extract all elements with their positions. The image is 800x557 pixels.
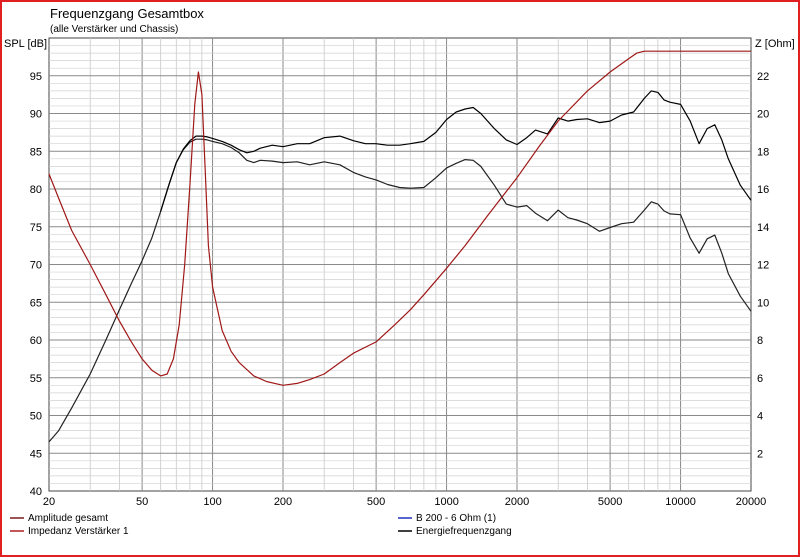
y-right-tick-label: 4 — [757, 411, 763, 423]
y-left-tick-label: 95 — [30, 71, 42, 83]
grid — [49, 38, 751, 491]
y-left-tick-label: 75 — [30, 222, 42, 234]
legend-entry: B 200 - 6 Ohm (1) — [416, 513, 496, 524]
y-left-tick-label: 40 — [30, 486, 42, 498]
legend-entry: Amplitude gesamt — [28, 513, 108, 524]
y-right-tick-label: 12 — [757, 260, 769, 272]
y-right-tick-label: 6 — [757, 373, 763, 385]
y-left-tick-label: 85 — [30, 146, 42, 158]
x-tick-label: 50 — [136, 496, 148, 508]
y-right-tick-label: 18 — [757, 146, 769, 158]
x-tick-label: 20 — [43, 496, 55, 508]
y-left-tick-labels: 40 45 50 55 60 65 70 75 80 85 90 95 — [30, 71, 42, 498]
chart-title: Frequenzgang Gesamtbox — [50, 6, 204, 21]
x-tick-label: 10000 — [665, 496, 696, 508]
legend: Amplitude gesamt Impedanz Verstärker 1 B 2… — [10, 513, 512, 537]
x-tick-labels: 20 50 100 200 500 1000 2000 5000 10000 20000 — [43, 496, 766, 508]
series-energiefrequenzgang — [160, 90, 752, 212]
y-left-tick-label: 70 — [30, 260, 42, 272]
y-right-tick-label: 22 — [757, 71, 769, 83]
y-left-tick-label: 50 — [30, 411, 42, 423]
y-right-tick-label: 20 — [757, 109, 769, 121]
y-left-tick-label: 90 — [30, 109, 42, 121]
x-tick-label: 1000 — [434, 496, 458, 508]
x-tick-label: 5000 — [598, 496, 622, 508]
y-left-axis-label: SPL [dB] — [4, 38, 47, 50]
series-lines — [48, 50, 752, 443]
legend-entry: Impedanz Verstärker 1 — [28, 526, 129, 537]
x-tick-label: 100 — [203, 496, 221, 508]
y-left-tick-label: 80 — [30, 184, 42, 196]
y-right-tick-labels: 2 4 6 8 10 12 14 16 18 20 22 — [757, 71, 769, 460]
y-left-tick-label: 60 — [30, 335, 42, 347]
y-right-tick-label: 16 — [757, 184, 769, 196]
y-left-tick-label: 55 — [30, 373, 42, 385]
y-left-tick-label: 65 — [30, 297, 42, 309]
series-impedanz-verst-rker-1 — [48, 50, 751, 386]
chart-subtitle: (alle Verstärker und Chassis) — [50, 24, 179, 35]
y-right-axis-label: Z [Ohm] — [755, 38, 795, 50]
x-tick-label: 500 — [367, 496, 385, 508]
y-left-tick-label: 45 — [30, 448, 42, 460]
x-tick-label: 200 — [274, 496, 292, 508]
x-tick-label: 20000 — [736, 496, 767, 508]
y-right-tick-label: 10 — [757, 297, 769, 309]
y-right-tick-label: 8 — [757, 335, 763, 347]
x-tick-label: 2000 — [505, 496, 529, 508]
y-right-tick-label: 2 — [757, 448, 763, 460]
y-right-tick-label: 14 — [757, 222, 769, 234]
legend-entry: Energiefrequenzgang — [416, 526, 512, 537]
